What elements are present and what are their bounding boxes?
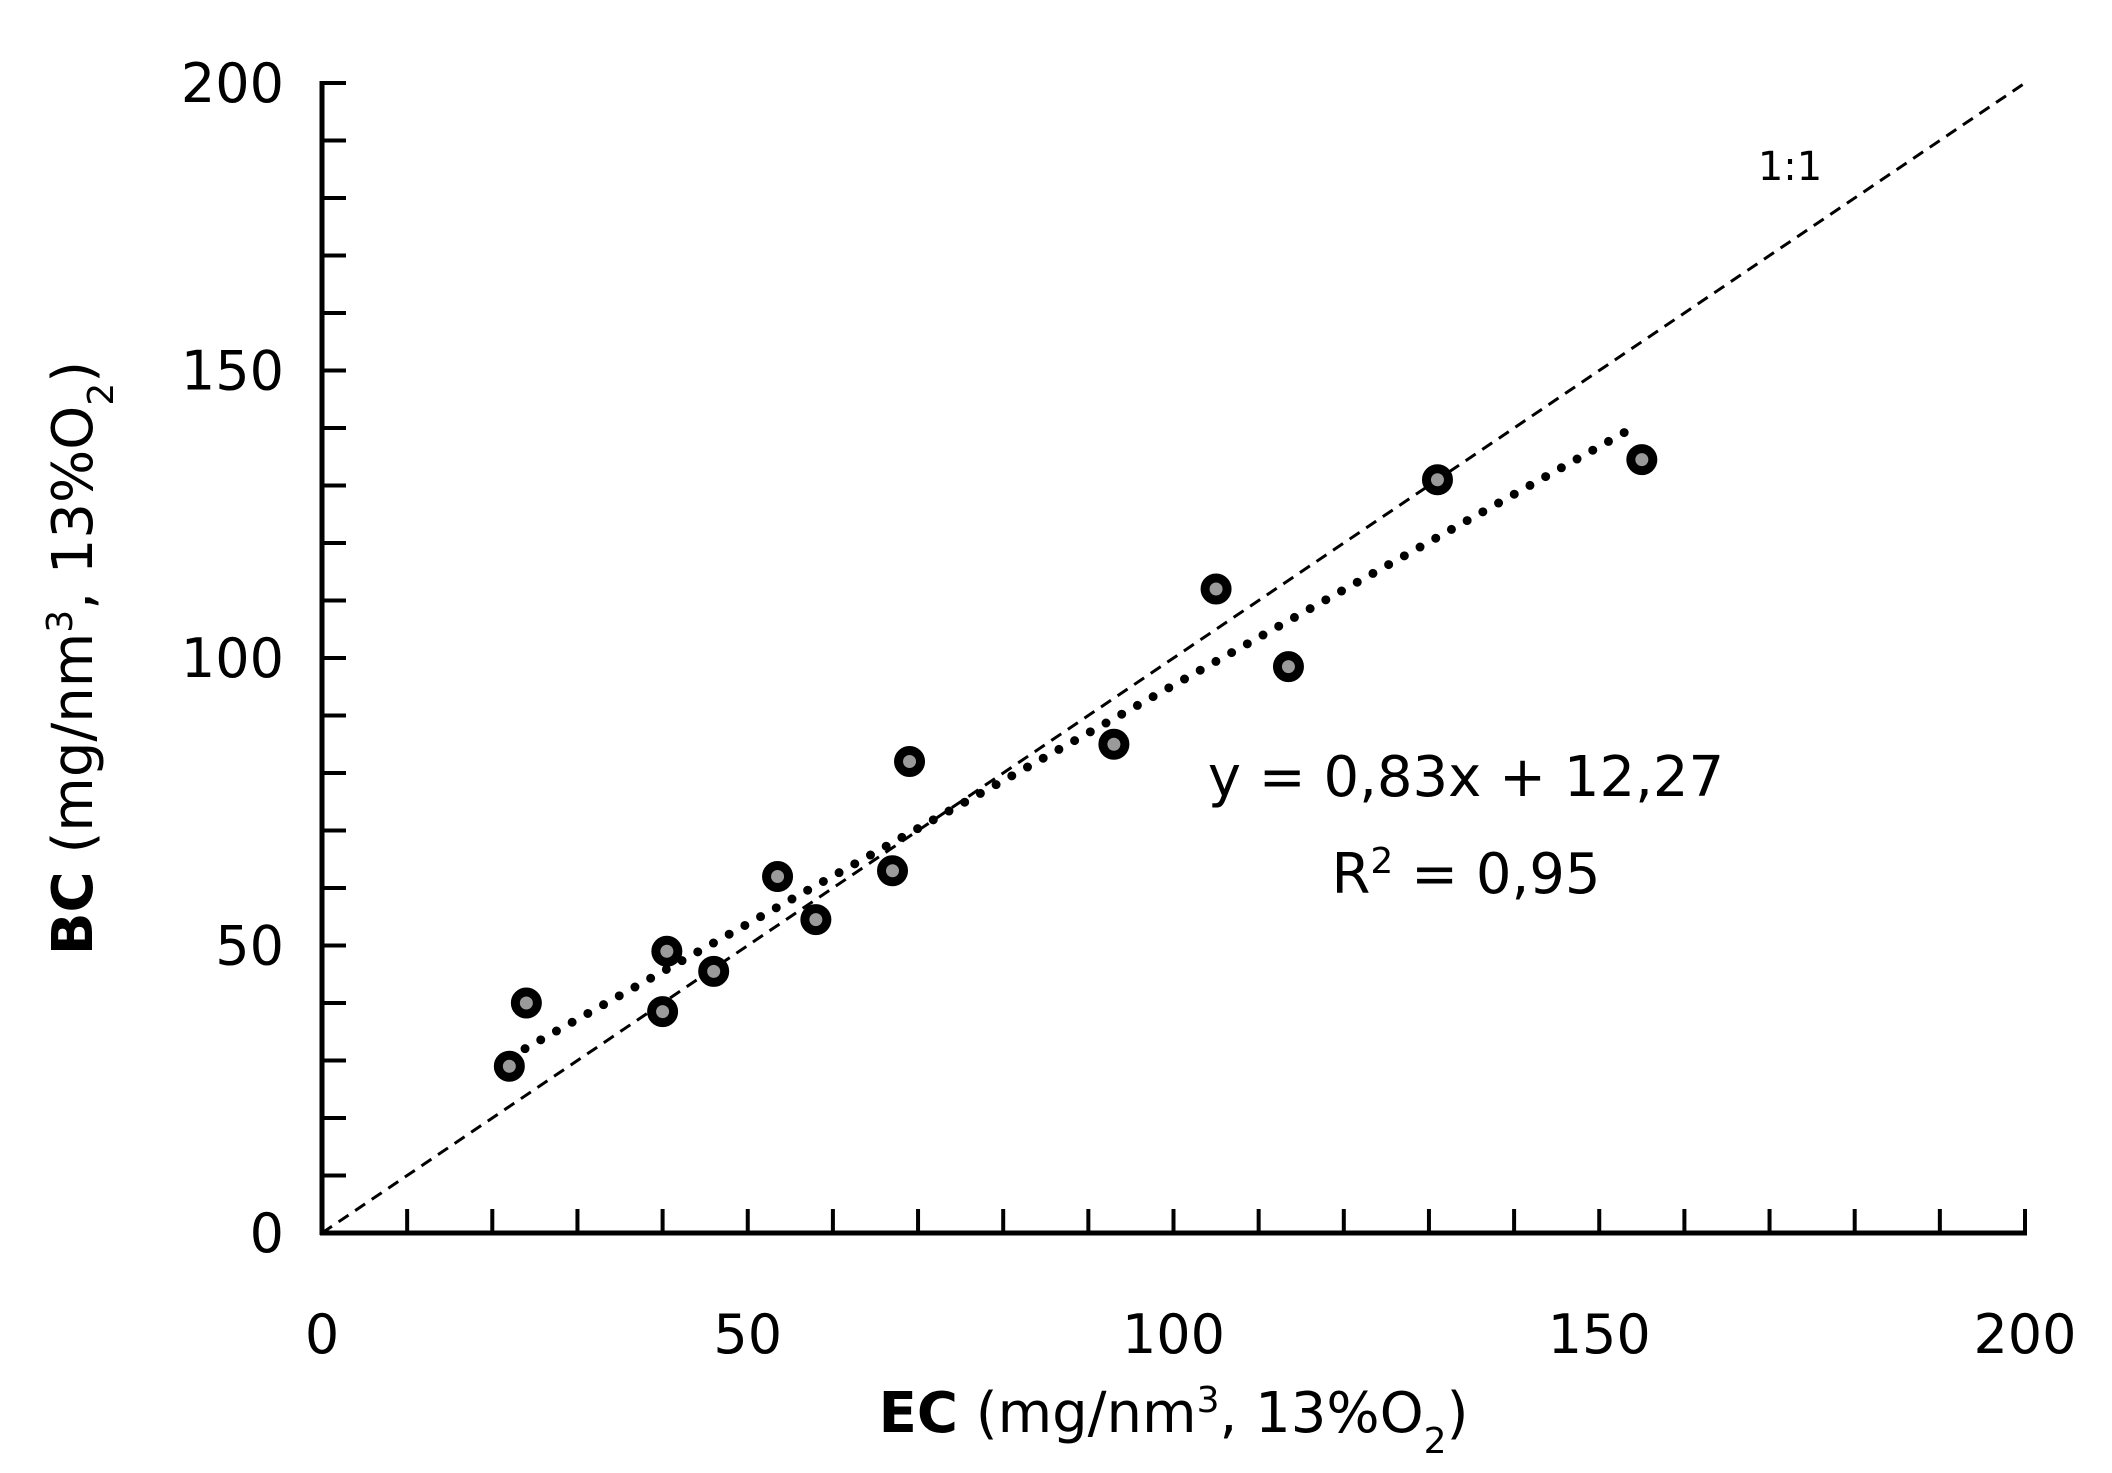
y-axis-title-bold: BC [41, 871, 106, 955]
x-axis-title-sub: 2 [1424, 1421, 1447, 1462]
data-point [877, 855, 909, 887]
x-tick-label: 100 [1122, 1303, 1225, 1366]
y-axis-title-sup: 3 [40, 610, 81, 633]
trendline-equation: y = 0,83x + 12,27 [1208, 745, 1724, 810]
x-tick-label: 50 [713, 1303, 782, 1366]
data-point [1272, 651, 1304, 683]
x-tick-label: 200 [1973, 1303, 2076, 1366]
trendline-layer [504, 422, 1638, 1062]
y-axis-title-text-mid: , 13%O [41, 406, 106, 610]
r-squared-prefix: R [1331, 842, 1370, 907]
data-point [1098, 728, 1130, 760]
data-point [762, 861, 794, 892]
trendline [504, 422, 1638, 1062]
reference-line-1-1 [321, 81, 2026, 1235]
x-axis-title: EC (mg/nm3, 13%O2) [879, 1380, 1469, 1462]
data-point [1421, 464, 1453, 496]
x-axis-title-bold: EC [879, 1381, 958, 1446]
y-tick-label: 150 [181, 340, 284, 403]
axes [319, 81, 2027, 1236]
data-point [894, 746, 926, 777]
y-axis-title-text: (mg/nm [41, 633, 106, 872]
x-axis-title-text-mid: , 13%O [1220, 1381, 1424, 1446]
r-squared-value: = 0,95 [1393, 842, 1600, 907]
y-tick-label: 100 [181, 627, 284, 690]
reference-line-label: 1:1 [1758, 144, 1822, 190]
y-axis-title: BC (mg/nm3, 13%O2) [40, 361, 122, 955]
y-tick-label: 200 [181, 52, 284, 115]
x-tick-label: 0 [305, 1303, 339, 1366]
y-axis-title-text-end: ) [41, 361, 106, 383]
data-point [1200, 573, 1232, 605]
x-axis-title-text-end: ) [1447, 1381, 1469, 1446]
x-tick-label: 150 [1548, 1303, 1651, 1366]
data-point [1626, 444, 1658, 476]
data-point [698, 955, 730, 987]
y-tick-label: 50 [215, 915, 284, 978]
data-point [647, 996, 679, 1028]
reference-line-layer [321, 81, 2026, 1235]
y-tick-label: 0 [250, 1202, 284, 1265]
x-axis-title-text: (mg/nm [958, 1381, 1197, 1446]
data-points [493, 444, 1658, 1082]
data-point [510, 987, 542, 1019]
r-squared: R2 = 0,95 [1331, 841, 1600, 908]
x-axis-title-sup: 3 [1197, 1380, 1220, 1421]
r-squared-sup: 2 [1370, 841, 1393, 882]
y-axis-title-sub: 2 [81, 383, 122, 406]
data-point [493, 1050, 525, 1082]
data-point [800, 904, 832, 936]
data-point [651, 935, 683, 967]
